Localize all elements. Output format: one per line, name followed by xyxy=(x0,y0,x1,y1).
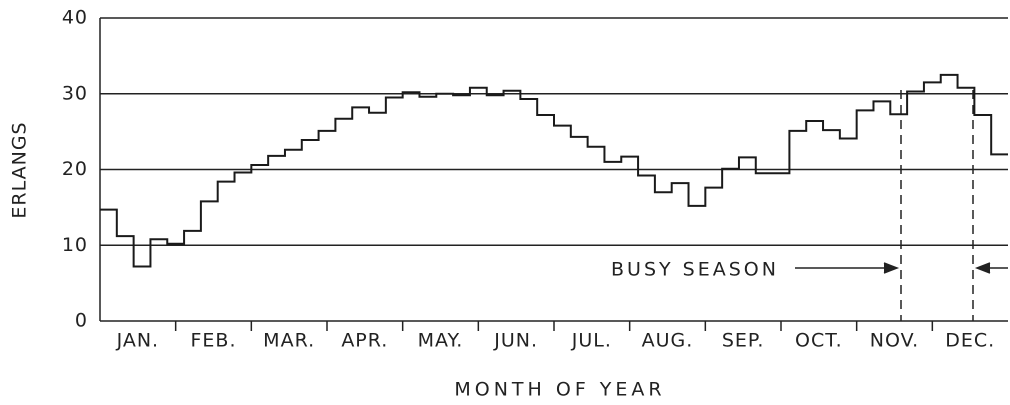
x-tick-label: JUN. xyxy=(493,330,538,352)
x-tick-label: DEC. xyxy=(945,330,995,352)
y-axis-label: ERLANGS xyxy=(9,121,31,218)
x-tick-label: MAY. xyxy=(418,330,464,352)
annotation: BUSY SEASON xyxy=(611,259,779,281)
x-tick-label: OCT. xyxy=(795,330,843,352)
y-tick-label: 40 xyxy=(62,7,88,29)
y-tick-label: 0 xyxy=(75,310,88,332)
y-tick-label: 20 xyxy=(62,158,88,180)
x-tick-label: JUL. xyxy=(571,330,612,352)
x-tick-label: MAR. xyxy=(263,330,315,352)
step-line xyxy=(100,73,1008,268)
x-tick-label: JAN. xyxy=(116,330,160,352)
y-tick-label: 10 xyxy=(62,234,88,256)
arrow-head xyxy=(883,262,900,274)
x-tick-label: FEB. xyxy=(190,330,236,352)
x-tick-label: NOV. xyxy=(870,330,919,352)
y-tick-label: 30 xyxy=(62,82,88,104)
arrow-head xyxy=(974,262,991,274)
x-axis-label: MONTH OF YEAR xyxy=(454,379,665,401)
busy-season-markers xyxy=(795,90,1008,321)
x-tick-label: APR. xyxy=(341,330,388,352)
x-tick-label: AUG. xyxy=(642,330,694,352)
x-tick-label: SEP. xyxy=(722,330,765,352)
